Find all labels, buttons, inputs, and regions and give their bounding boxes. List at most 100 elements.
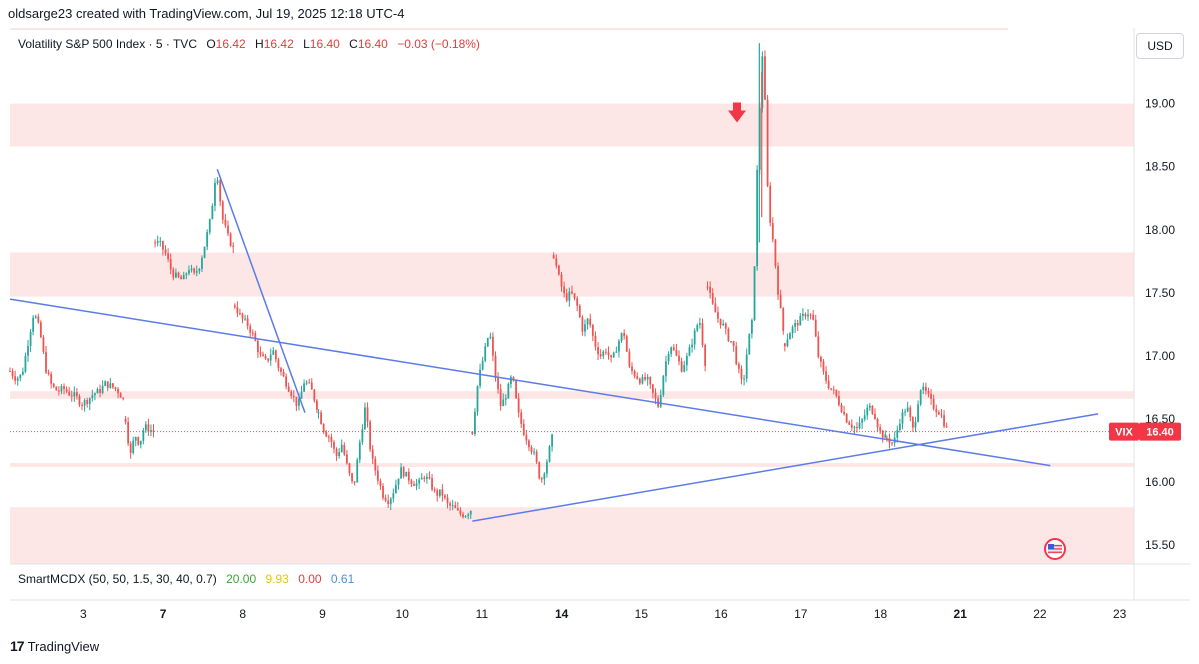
candle-body bbox=[169, 259, 172, 270]
symbol-title[interactable]: Volatility S&P 500 Index · 5 · TVC bbox=[18, 37, 197, 51]
candle-body bbox=[305, 382, 308, 384]
candle-body bbox=[285, 376, 288, 387]
indicator-name[interactable]: SmartMCDX (50, 50, 1.5, 30, 40, 0.7) bbox=[18, 572, 217, 586]
candle-body bbox=[330, 437, 333, 443]
candle-body bbox=[14, 376, 17, 381]
x-tick-label: 16 bbox=[714, 607, 728, 621]
candle-body bbox=[701, 323, 704, 346]
candle-body bbox=[850, 424, 853, 428]
candle-body bbox=[361, 429, 364, 443]
candle-body bbox=[154, 242, 156, 244]
candle-body bbox=[745, 354, 748, 379]
candle-body bbox=[761, 56, 764, 108]
candle-body bbox=[675, 349, 678, 356]
candle-body bbox=[211, 205, 214, 220]
candle-body bbox=[272, 350, 275, 355]
candle-body bbox=[83, 400, 86, 406]
candle-body bbox=[638, 378, 641, 384]
candle-body bbox=[454, 505, 457, 509]
candle-body bbox=[428, 476, 431, 479]
candle-body bbox=[696, 324, 699, 331]
candle-body bbox=[863, 415, 866, 420]
candle-body bbox=[433, 489, 436, 491]
candle-body bbox=[227, 225, 229, 234]
candle-body bbox=[659, 395, 662, 407]
candle-body bbox=[732, 341, 735, 347]
currency-button[interactable]: USD bbox=[1136, 33, 1184, 59]
candle-body bbox=[799, 315, 802, 326]
candle-body bbox=[449, 503, 452, 506]
ohlc-legend: Volatility S&P 500 Index · 5 · TVC O16.4… bbox=[18, 37, 480, 51]
vix-symbol-label: VIX bbox=[1115, 427, 1133, 439]
candle-body bbox=[885, 437, 888, 439]
candle-body bbox=[216, 180, 219, 184]
candle-body bbox=[57, 390, 60, 392]
candle-body bbox=[75, 392, 78, 397]
candle-body bbox=[127, 421, 130, 444]
candle-body bbox=[786, 339, 789, 347]
candle-body bbox=[581, 317, 584, 332]
candle-body bbox=[571, 291, 573, 294]
x-tick-label: 22 bbox=[1033, 607, 1047, 621]
candle-body bbox=[769, 185, 772, 223]
candle-body bbox=[743, 378, 745, 380]
candle-body bbox=[512, 376, 515, 381]
candle-body bbox=[943, 415, 945, 427]
candle-body bbox=[881, 430, 884, 438]
candle-body bbox=[489, 336, 492, 339]
candle-body bbox=[599, 354, 602, 357]
close-value: 16.40 bbox=[357, 37, 388, 51]
low-label: L bbox=[303, 37, 310, 51]
candle-body bbox=[484, 346, 487, 361]
candle-body bbox=[27, 345, 29, 356]
candle-body bbox=[185, 273, 188, 276]
close-label: C bbox=[349, 37, 358, 51]
candle-body bbox=[481, 360, 484, 370]
candle-body bbox=[161, 241, 164, 250]
candle-body bbox=[476, 385, 479, 412]
candle-body bbox=[198, 268, 201, 272]
candle-body bbox=[446, 497, 449, 504]
candle-body bbox=[431, 478, 433, 490]
candle-body bbox=[129, 443, 132, 453]
candle-body bbox=[24, 355, 27, 372]
candle-body bbox=[423, 477, 426, 479]
candle-body bbox=[322, 424, 325, 433]
candle-body bbox=[874, 413, 876, 419]
candle-body bbox=[374, 458, 377, 471]
candle-body bbox=[52, 383, 55, 387]
candle-body bbox=[764, 56, 766, 100]
candle-body bbox=[563, 286, 566, 294]
candle-body bbox=[919, 390, 922, 405]
candle-body bbox=[353, 481, 356, 483]
candle-body bbox=[316, 400, 318, 410]
candle-body bbox=[602, 351, 605, 357]
x-tick-label: 3 bbox=[80, 607, 87, 621]
candle-body bbox=[492, 336, 494, 356]
low-value: 16.40 bbox=[309, 37, 340, 51]
candle-body bbox=[623, 333, 626, 337]
high-label: H bbox=[255, 37, 264, 51]
tradingview-brand[interactable]: TradingView bbox=[27, 638, 100, 654]
candle-body bbox=[612, 352, 615, 358]
candle-body bbox=[264, 356, 267, 359]
candle-body bbox=[29, 331, 32, 346]
candle-body bbox=[615, 351, 618, 353]
candle-body bbox=[287, 386, 290, 392]
candle-body bbox=[19, 374, 22, 379]
candle-body bbox=[420, 477, 423, 480]
candle-body bbox=[901, 412, 904, 424]
candle-body bbox=[474, 411, 476, 435]
x-tick-label: 17 bbox=[794, 607, 808, 621]
candle-body bbox=[348, 463, 351, 474]
candle-body bbox=[906, 407, 909, 412]
candle-body bbox=[858, 422, 861, 429]
last-price-label: 16.40 bbox=[1146, 427, 1174, 439]
resistance-zone bbox=[10, 103, 1134, 147]
candle-body bbox=[444, 495, 446, 498]
candle-body bbox=[538, 462, 541, 479]
candle-body bbox=[578, 305, 581, 318]
candle-body bbox=[546, 461, 548, 474]
candle-body bbox=[522, 423, 525, 436]
